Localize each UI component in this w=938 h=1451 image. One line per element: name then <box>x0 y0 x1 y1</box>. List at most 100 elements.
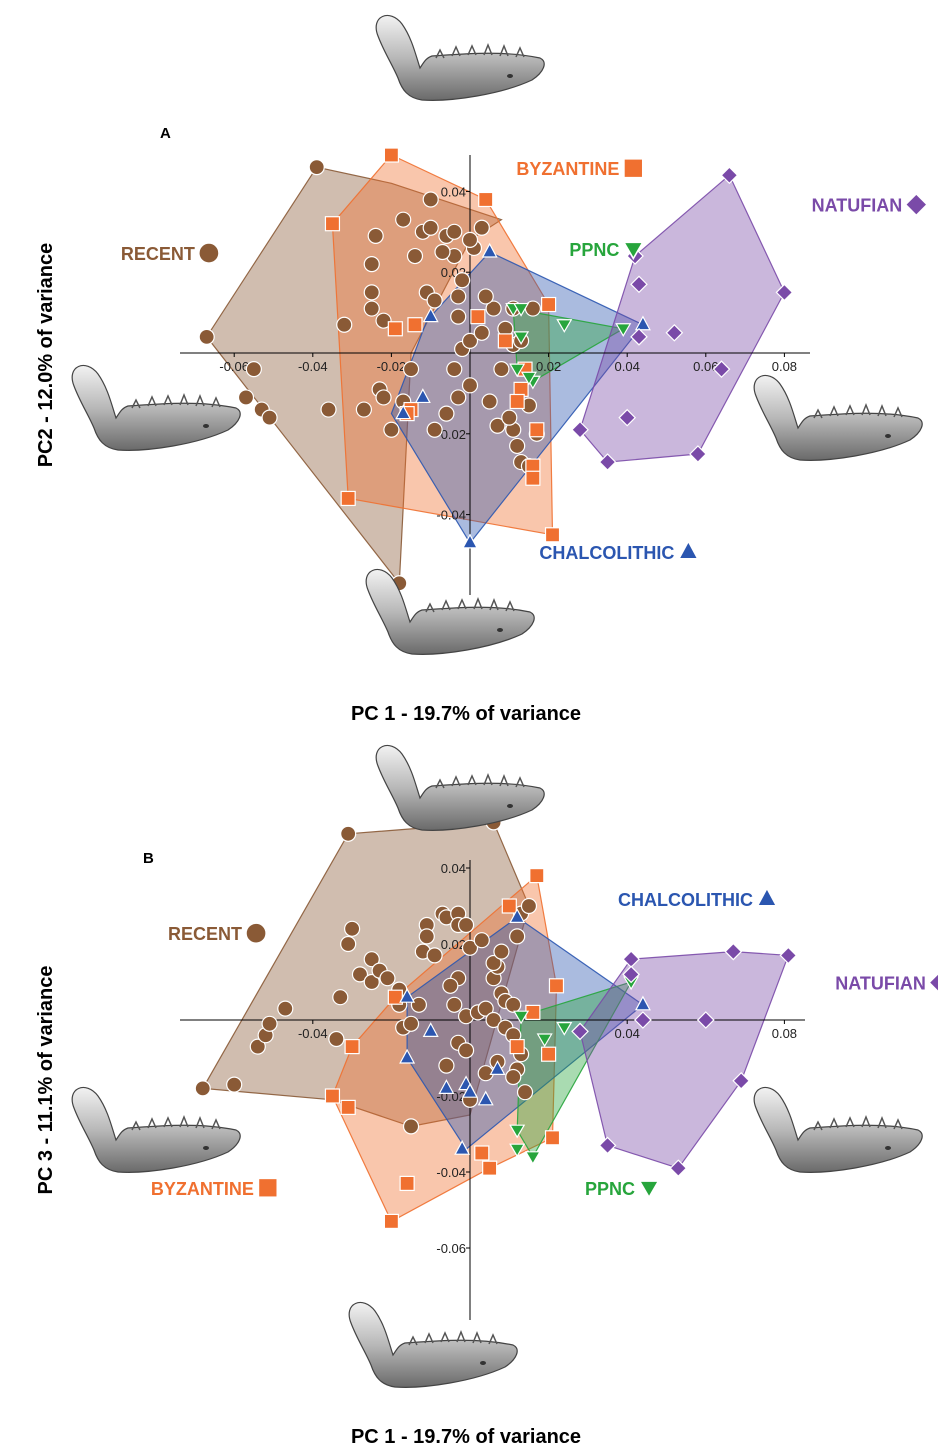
panel-a-point-recent <box>363 300 380 317</box>
panel-b-point-recent <box>194 1080 211 1097</box>
panel-b-point-natufian <box>634 1011 652 1029</box>
panel-b-point-ppnc <box>509 1143 526 1158</box>
panel-b-y-tick-label: 0.04 <box>441 861 466 876</box>
panel-b-point-byzantine <box>383 1213 399 1230</box>
mandible-shape-icon-left <box>71 364 241 452</box>
panel-a-point-recent <box>406 247 424 265</box>
panel-b-point-byzantine <box>509 1038 525 1055</box>
panel-b-point-natufian <box>779 946 798 965</box>
panel-b-point-recent <box>277 1000 294 1017</box>
panel-a-point-recent <box>501 409 518 426</box>
panel-a-x-tick-label: -0.04 <box>298 359 328 374</box>
panel-a-x-axis-title: PC 1 - 19.7% of variance <box>351 703 581 725</box>
panel-b-legend-marker-recent <box>245 922 267 945</box>
panel-a-point-recent <box>237 389 255 406</box>
panel-a-point-recent <box>450 308 467 325</box>
panel-a-point-recent <box>473 219 490 236</box>
panel-b-point-byzantine <box>399 1175 415 1192</box>
panel-a-x-tick-label: 0.04 <box>615 359 640 374</box>
panel-a-x-tick-label: 0.06 <box>693 359 718 374</box>
panel-a-point-byzantine <box>478 191 494 208</box>
panel-a-x-tick-label: -0.06 <box>219 359 249 374</box>
panel-b-point-recent <box>485 1011 502 1029</box>
panel-b-x-axis-title: PC 1 - 19.7% of variance <box>351 1426 581 1448</box>
panel-a-point-natufian <box>665 323 684 342</box>
panel-a-point-ppnc <box>520 371 537 386</box>
panel-a-group-label-ppnc: PPNC <box>569 240 619 260</box>
panel-a-group-label-natufian: NATUFIAN <box>812 196 903 216</box>
panel-b-point-recent <box>363 951 380 968</box>
panel-b-point-recent <box>477 1000 494 1017</box>
panel-a-point-recent <box>402 361 420 378</box>
panel-b-point-recent <box>261 1015 278 1032</box>
mandible-shape-icon-bottom <box>365 568 535 656</box>
panel-a-group-label-chalcolithic: CHALCOLITHIC <box>539 543 674 563</box>
panel-a-point-recent <box>383 421 400 438</box>
panel-b-point-recent <box>418 928 435 945</box>
panel-b-y-tick-label: -0.06 <box>436 1241 466 1256</box>
panel-b-point-byzantine <box>544 1130 561 1146</box>
panel-b-point-byzantine <box>548 978 565 994</box>
panel-a-point-recent <box>426 292 443 309</box>
panel-a-point-recent <box>446 223 463 240</box>
panel-a-point-natufian <box>618 408 637 427</box>
panel-a-group-label-byzantine: BYZANTINE <box>516 159 619 179</box>
panel-b-point-recent <box>410 996 428 1013</box>
panel-b-point-chalcolithic <box>438 1079 455 1095</box>
panel-b-point-recent <box>505 996 522 1013</box>
panel-a-point-recent <box>461 231 479 248</box>
panel-b-point-recent <box>340 825 357 842</box>
panel-a-group-label-recent: RECENT <box>121 244 195 264</box>
panel-a-point-recent <box>375 312 392 329</box>
panel-b-point-recent <box>340 935 357 953</box>
panel-a-legend-marker-recent <box>197 242 220 265</box>
panel-a-point-natufian <box>712 360 731 379</box>
panel-b-x-tick-label: 0.08 <box>772 1026 797 1041</box>
panel-a-point-recent <box>426 421 443 438</box>
panel-b-point-chalcolithic <box>422 1022 439 1038</box>
panel-a-point-recent <box>363 256 380 273</box>
panel-a-point-chalcolithic <box>414 388 431 404</box>
panel-b-point-natufian <box>696 1011 715 1029</box>
panel-a: -0.06 -0.04 -0.02 0.02 0.04 0.06 0.080.040.02-… <box>121 147 929 595</box>
panel-a-x-tick-label: 0.08 <box>772 359 797 374</box>
panel-b-point-recent <box>344 920 361 937</box>
panel-b-point-recent <box>328 1030 345 1048</box>
panel-b: -0.04 0.04 0.080.040.02-0.02-0.04-0.06RECE… <box>151 814 938 1320</box>
panel-b-point-natufian <box>571 1022 589 1041</box>
panel-a-point-recent <box>422 191 439 208</box>
panel-b-point-recent <box>426 947 443 964</box>
panel-b-point-byzantine <box>529 867 545 884</box>
panel-b-point-recent <box>457 916 475 934</box>
panel-a-point-byzantine <box>540 296 557 313</box>
panel-a-point-natufian <box>630 275 648 294</box>
panel-a-point-recent <box>363 284 380 301</box>
panel-b-point-recent <box>332 989 349 1006</box>
panel-a-x-tick-label: -0.02 <box>377 359 407 374</box>
panel-b-point-ppnc <box>513 1010 530 1025</box>
panel-a-point-byzantine <box>509 393 525 410</box>
panel-a-point-chalcolithic <box>395 404 412 420</box>
panel-b-point-recent <box>402 1015 420 1032</box>
panel-a-point-natufian <box>571 420 589 439</box>
panel-a-point-recent <box>320 401 337 418</box>
panel-a-y-tick-label: 0.04 <box>441 184 466 199</box>
panel-a-point-ppnc <box>509 363 526 378</box>
panel-b-point-natufian <box>669 1159 688 1178</box>
panel-a-point-byzantine <box>383 147 399 163</box>
panel-a-point-ppnc <box>556 319 573 333</box>
mandible-shape-icon-top <box>375 14 545 102</box>
panel-b-group-label-chalcolithic: CHALCOLITHIC <box>618 890 753 910</box>
panel-b-point-natufian <box>598 1136 617 1155</box>
panel-b-point-recent <box>363 973 380 991</box>
panel-b-point-chalcolithic <box>399 1048 416 1064</box>
panel-b-legend-marker-byzantine <box>257 1177 279 1199</box>
panel-a-point-recent <box>489 417 506 434</box>
panel-a-point-recent <box>454 272 471 289</box>
panel-a-y-tick-label: -0.04 <box>436 508 466 523</box>
panel-a-point-byzantine <box>407 317 423 333</box>
mandible-shape-icon-right <box>753 374 923 462</box>
panel-a-point-recent <box>473 324 490 341</box>
panel-a-y-tick-label: -0.02 <box>436 427 466 442</box>
panel-a-label: A <box>160 125 171 142</box>
